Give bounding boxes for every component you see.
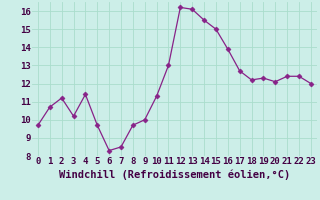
X-axis label: Windchill (Refroidissement éolien,°C): Windchill (Refroidissement éolien,°C)	[59, 169, 290, 180]
